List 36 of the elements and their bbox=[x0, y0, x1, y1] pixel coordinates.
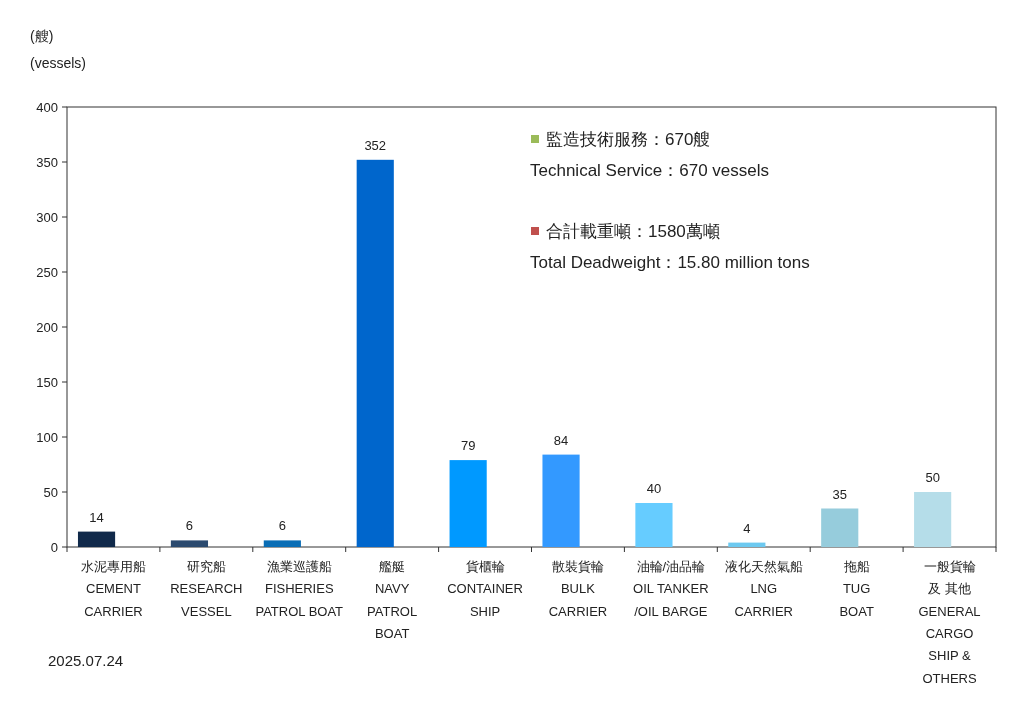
x-tick-label: 油輪/油品輪 OIL TANKER /OIL BARGE bbox=[633, 559, 709, 619]
data-label: 352 bbox=[364, 137, 387, 153]
annotation: 2025.07.24 bbox=[48, 652, 124, 669]
y-tick-label: 300 bbox=[36, 209, 58, 225]
y-tick-label: 350 bbox=[36, 154, 58, 170]
data-label: 14 bbox=[89, 509, 104, 525]
x-tick-label: 拖船 TUG BOAT bbox=[839, 559, 874, 619]
x-tick-label: 貨櫃輪 CONTAINER SHIP bbox=[447, 559, 523, 619]
annotation: 監造技術服務：670艘 bbox=[546, 130, 711, 149]
data-label: 50 bbox=[925, 470, 940, 485]
data-label: 84 bbox=[553, 432, 569, 448]
x-tick-label: 艦艇 NAVY PATROL BOAT bbox=[367, 559, 418, 641]
y-tick-label: 150 bbox=[36, 374, 58, 390]
data-label: 79 bbox=[460, 438, 476, 454]
data-label: 4 bbox=[743, 520, 751, 536]
data-label: 6 bbox=[185, 518, 194, 534]
x-tick-label: 漁業巡護船 FISHERIES PATROL BOAT bbox=[255, 559, 344, 619]
annotation: Total Deadweight：15.80 million tons bbox=[530, 252, 810, 272]
y-tick-label: 250 bbox=[36, 264, 58, 280]
x-tick-label: 研究船 RESEARCH VESSEL bbox=[170, 559, 243, 619]
y-tick-label: 0 bbox=[50, 539, 58, 555]
x-tick-label: 水泥專用船 CEMENT CARRIER bbox=[80, 559, 146, 619]
y-tick-label: 200 bbox=[36, 319, 58, 335]
x-tick-label: 散裝貨輪 BULK CARRIER bbox=[548, 559, 608, 619]
y-tick-label: 100 bbox=[36, 429, 58, 445]
x-tick-label: 一般貨輪及 其他 GENERAL CARGO SHIP & OTHERS bbox=[918, 559, 981, 686]
y-tick-label: 400 bbox=[36, 99, 58, 115]
annotation: 合計載重噸：1580萬噸 bbox=[546, 222, 720, 241]
x-tick-label: 液化天然氣船 LNG CARRIER bbox=[724, 559, 803, 619]
data-label: 40 bbox=[646, 481, 662, 496]
y-axis-title: (艘) bbox=[30, 28, 54, 44]
data-label: 35 bbox=[832, 486, 847, 502]
y-tick-label: 50 bbox=[43, 484, 58, 500]
data-label: 6 bbox=[278, 518, 286, 534]
annotation: Technical Service：670 vessels bbox=[530, 160, 770, 180]
y-axis-title: (vessels) bbox=[30, 55, 86, 71]
